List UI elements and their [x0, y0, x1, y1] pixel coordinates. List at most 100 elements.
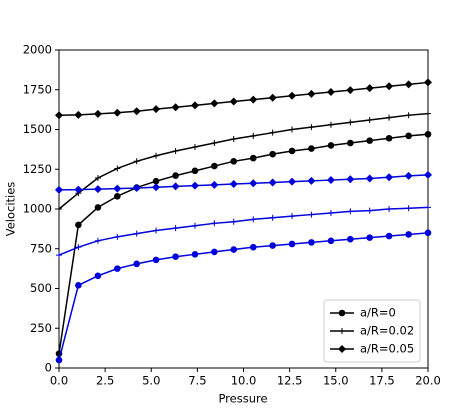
point [249, 95, 258, 104]
legend-marker [338, 345, 346, 353]
point [288, 91, 297, 100]
point [229, 180, 238, 189]
point [385, 173, 394, 182]
point [74, 185, 83, 194]
legend-marker [338, 309, 346, 317]
point [308, 145, 315, 152]
point [171, 182, 180, 191]
point [365, 174, 374, 183]
point [94, 204, 102, 211]
point [152, 105, 161, 114]
y-tick-label: 250 [30, 321, 52, 335]
point [93, 109, 102, 118]
point [404, 171, 413, 180]
point [424, 229, 432, 237]
point [152, 183, 161, 192]
point [153, 152, 160, 159]
point [366, 116, 373, 123]
point [94, 174, 101, 181]
point [191, 143, 198, 150]
point [75, 221, 82, 229]
x-tick-label: 10.0 [231, 374, 257, 388]
x-tick-label: 0.0 [50, 374, 68, 388]
point [55, 185, 63, 194]
point [211, 140, 218, 147]
point [113, 108, 122, 117]
point [211, 248, 218, 256]
point [308, 124, 315, 131]
legend-label: a/R=0.02 [360, 324, 414, 338]
point [386, 206, 393, 212]
point [172, 147, 179, 154]
point [250, 132, 257, 139]
point [55, 111, 63, 120]
point [366, 137, 373, 144]
point [307, 89, 316, 98]
point [308, 211, 315, 218]
y-axis-label: Velocities [4, 182, 18, 237]
point [56, 252, 62, 259]
point [114, 265, 121, 272]
point [424, 130, 432, 138]
y-tick-label: 2000 [23, 43, 52, 57]
y-tick-label: 1000 [23, 202, 52, 216]
point [75, 282, 82, 289]
point [269, 129, 276, 136]
point [190, 181, 199, 190]
point [405, 112, 412, 119]
point [269, 242, 276, 249]
x-tick-label: 20.0 [415, 374, 441, 388]
x-tick-label: 12.5 [277, 374, 303, 388]
point [307, 176, 316, 185]
point [191, 167, 199, 175]
x-axis-label: Pressure [218, 392, 267, 406]
point [94, 272, 102, 280]
point [152, 256, 160, 264]
point [405, 231, 412, 238]
point [114, 165, 121, 172]
point [191, 251, 199, 258]
point [424, 78, 432, 87]
point [230, 136, 237, 143]
point [366, 207, 373, 214]
point [249, 243, 257, 251]
point [172, 172, 179, 179]
point [191, 222, 198, 229]
point [75, 244, 82, 251]
point [133, 230, 140, 237]
point [327, 237, 335, 245]
y-tick-label: 1750 [23, 82, 52, 96]
point [132, 184, 141, 193]
point [230, 246, 238, 253]
point [308, 239, 315, 246]
point [210, 99, 219, 108]
point [132, 107, 141, 116]
point [288, 147, 296, 155]
point [288, 240, 296, 248]
point [327, 142, 335, 149]
point [327, 209, 334, 216]
point [211, 220, 218, 227]
point [56, 206, 62, 212]
point [152, 177, 160, 185]
point [347, 139, 354, 147]
point [210, 180, 219, 189]
point [347, 119, 354, 126]
point [114, 233, 121, 240]
point [211, 162, 218, 170]
legend-label: a/R=0 [360, 306, 396, 320]
point [114, 192, 121, 200]
point [133, 158, 140, 165]
point [425, 110, 431, 117]
y-tick-label: 750 [30, 241, 52, 255]
point [268, 93, 277, 102]
point [172, 225, 179, 232]
legend-label: a/R=0.05 [360, 342, 414, 356]
point [347, 208, 354, 215]
point [346, 175, 355, 184]
point [269, 214, 276, 221]
x-tick-label: 2.5 [96, 374, 114, 388]
y-tick-label: 500 [30, 281, 52, 295]
point [288, 177, 297, 186]
